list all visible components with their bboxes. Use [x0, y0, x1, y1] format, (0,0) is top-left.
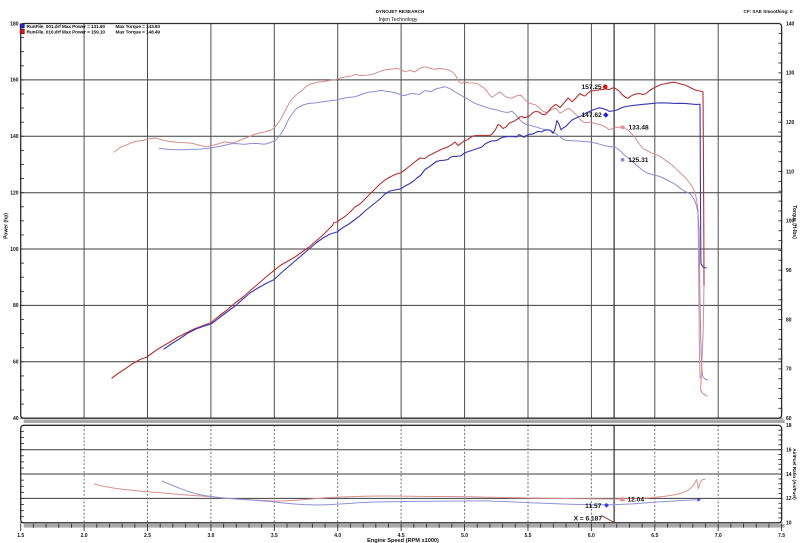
svg-text:7.0: 7.0: [715, 533, 722, 539]
svg-text:4.0: 4.0: [334, 533, 341, 539]
svg-text:3.0: 3.0: [207, 533, 214, 539]
svg-text:147.62: 147.62: [582, 112, 603, 119]
svg-text:180: 180: [10, 21, 19, 27]
svg-text:140: 140: [10, 134, 19, 140]
svg-text:Engine Speed (RPM x1000): Engine Speed (RPM x1000): [367, 538, 439, 543]
svg-text:125.31: 125.31: [628, 157, 649, 164]
svg-text:10: 10: [786, 521, 792, 527]
svg-text:DYNOJET RESEARCH: DYNOJET RESEARCH: [376, 9, 425, 14]
svg-text:5.0: 5.0: [461, 533, 468, 539]
svg-text:1.5: 1.5: [17, 533, 24, 539]
svg-text:4.5: 4.5: [398, 533, 405, 539]
svg-text:Torque (ft-lbs): Torque (ft-lbs): [791, 205, 797, 239]
svg-text:16: 16: [786, 447, 792, 453]
svg-text:133.48: 133.48: [629, 125, 650, 132]
svg-text:6.0: 6.0: [588, 533, 595, 539]
svg-text:Max Torque = 143.83: Max Torque = 143.83: [116, 24, 161, 30]
svg-text:CF: SAE Smoothing: 0: CF: SAE Smoothing: 0: [744, 9, 793, 14]
svg-text:X = 6.187: X = 6.187: [574, 515, 603, 522]
svg-text:160: 160: [10, 78, 19, 84]
svg-text:Injen Technology: Injen Technology: [379, 17, 418, 23]
svg-text:5.5: 5.5: [524, 533, 531, 539]
svg-text:100: 100: [10, 247, 19, 253]
svg-text:12.04: 12.04: [628, 496, 645, 503]
svg-text:120: 120: [10, 190, 19, 196]
svg-text:Power (hp): Power (hp): [4, 213, 10, 239]
svg-text:2.5: 2.5: [144, 533, 151, 539]
svg-text:6.5: 6.5: [651, 533, 658, 539]
svg-text:80: 80: [786, 317, 792, 323]
svg-text:RunFile_001.drf Max Power = 13: RunFile_001.drf Max Power = 131.60: [27, 24, 106, 30]
svg-text:157.25: 157.25: [582, 84, 603, 91]
svg-text:100: 100: [786, 219, 795, 225]
svg-text:120: 120: [786, 120, 795, 126]
svg-text:7.5: 7.5: [778, 533, 785, 539]
svg-text:14: 14: [786, 472, 792, 478]
svg-text:110: 110: [786, 169, 794, 175]
svg-text:Air/Fuel Ratio (Air/Fuel): Air/Fuel Ratio (Air/Fuel): [792, 448, 797, 500]
svg-text:3.5: 3.5: [271, 533, 278, 539]
svg-text:80: 80: [13, 303, 19, 309]
svg-text:RunFile_010.drf Max Power = 15: RunFile_010.drf Max Power = 159.10: [27, 30, 106, 36]
svg-text:2.0: 2.0: [81, 533, 88, 539]
svg-text:40: 40: [13, 416, 19, 422]
svg-text:140: 140: [786, 21, 795, 27]
svg-text:12: 12: [786, 496, 792, 502]
svg-text:60: 60: [786, 416, 792, 422]
svg-text:11.57: 11.57: [585, 503, 601, 510]
svg-text:130: 130: [786, 71, 795, 77]
svg-text:18: 18: [786, 423, 792, 429]
svg-text:90: 90: [786, 268, 792, 274]
svg-text:70: 70: [786, 367, 792, 373]
svg-text:60: 60: [13, 360, 19, 366]
svg-text:Max Torque = 148.49: Max Torque = 148.49: [116, 30, 161, 36]
